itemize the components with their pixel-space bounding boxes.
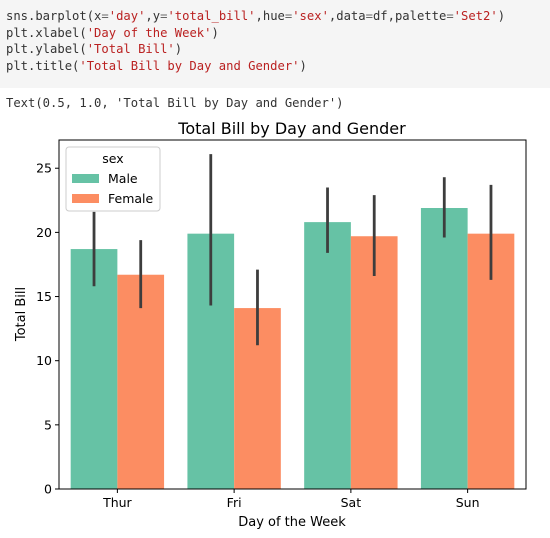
code-token: plt.title( <box>6 58 80 73</box>
code-token: = <box>101 9 109 23</box>
y-axis-label: Total Bill <box>14 287 29 342</box>
code-token: 'Set2' <box>453 9 498 23</box>
axes-frame <box>58 139 527 490</box>
code-token: ,hue <box>255 9 285 23</box>
code-token: plt.xlabel( <box>6 25 87 40</box>
code-token: 'Day of the Week' <box>86 25 212 40</box>
bar-female-sat <box>350 236 398 489</box>
bar-male-sat <box>304 222 351 489</box>
code-token: plt.ylabel( <box>6 42 87 56</box>
error-bars-layer <box>92 154 493 346</box>
bar-male-sun <box>420 208 468 490</box>
x-axis: Thur Fri Sat Sun <box>102 489 480 510</box>
code-token: ,data <box>328 9 366 23</box>
y-tick-label: 25 <box>36 161 52 176</box>
legend: sex Male Female <box>65 146 161 212</box>
code-token: = <box>284 9 293 23</box>
code-token: = <box>446 9 454 23</box>
code-token: ) <box>174 42 183 56</box>
code-token: = <box>365 9 373 23</box>
legend-swatch-female <box>72 194 99 203</box>
bars-layer <box>70 208 515 490</box>
x-tick-label: Thur <box>102 495 132 510</box>
code-token: 'Total Bill by Day and Gender' <box>79 58 300 73</box>
cell-output: Text(0.5, 1.0, 'Total Bill by Day and Ge… <box>6 96 344 110</box>
x-tick-label: Sun <box>456 495 480 510</box>
code-token: ) <box>299 58 307 73</box>
legend-swatch-male <box>72 174 99 183</box>
code-token: sns.barplot(x <box>6 9 102 23</box>
code-cell[interactable]: sns.barplot(x='day',y='total_bill',hue='… <box>0 0 550 88</box>
x-tick-label: Sat <box>341 495 362 510</box>
code-token: ,y <box>145 9 161 23</box>
y-tick-label: 20 <box>36 225 52 240</box>
bar-female-thur <box>117 274 165 489</box>
code-token: 'total_bill' <box>167 9 256 23</box>
y-tick-label: 5 <box>44 417 52 432</box>
chart-title: Total Bill by Day and Gender <box>177 119 406 138</box>
x-tick-label: Fri <box>227 495 242 510</box>
y-tick-label: 0 <box>44 482 52 497</box>
code-token: ) <box>497 9 506 23</box>
code-token: 'sex' <box>292 9 329 23</box>
y-tick-label: 10 <box>36 353 52 368</box>
legend-label-female: Female <box>108 191 154 206</box>
y-tick-label: 15 <box>36 289 52 304</box>
y-axis: 0 5 10 15 20 25 <box>36 161 59 497</box>
code-token: df,palette <box>372 9 447 23</box>
bar-male-thur <box>70 249 118 489</box>
legend-label-male: Male <box>108 171 138 186</box>
code-token: 'Total Bill' <box>86 42 175 56</box>
legend-title: sex <box>102 151 123 166</box>
code-token: ) <box>211 25 219 40</box>
code-token: 'day' <box>108 9 146 23</box>
x-axis-label: Day of the Week <box>238 515 346 530</box>
code-token: = <box>160 9 168 23</box>
code-text: sns.barplot(x='day',y='total_bill',hue='… <box>0 0 550 74</box>
